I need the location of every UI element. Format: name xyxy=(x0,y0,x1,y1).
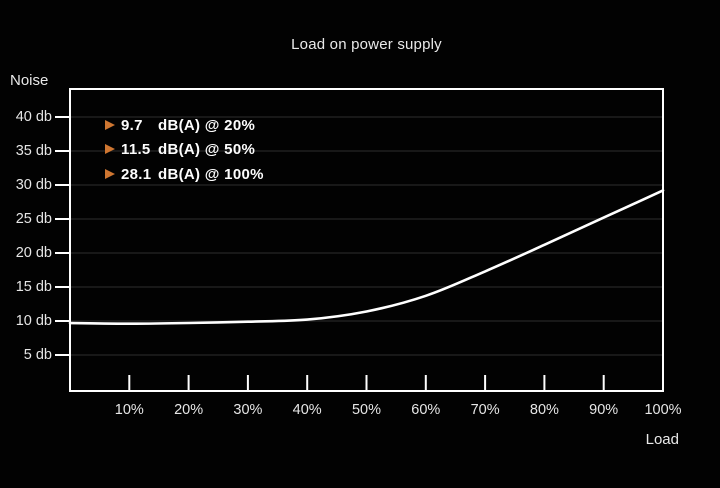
x-tick-label: 70% xyxy=(470,402,500,418)
y-tick-label: 15 db xyxy=(15,279,52,295)
chart-title: Load on power supply xyxy=(291,36,442,53)
x-tick-label: 30% xyxy=(233,402,263,418)
legend-text: dB(A) @ 100% xyxy=(158,165,264,183)
triangle-marker-icon xyxy=(105,169,115,179)
x-tick-label: 50% xyxy=(351,402,382,418)
x-tick-label: 100% xyxy=(644,402,682,418)
x-tick-label: 20% xyxy=(174,402,204,418)
x-tick-label: 40% xyxy=(292,402,322,418)
y-tick-label: 40 db xyxy=(15,109,52,125)
legend-text: dB(A) @ 20% xyxy=(158,116,256,134)
legend-text: dB(A) @ 50% xyxy=(158,140,256,158)
legend-item: 11.5 dB(A) @ 50% xyxy=(105,140,256,158)
x-tick-label: 10% xyxy=(114,402,144,418)
legend-value: 28.1 xyxy=(121,165,152,183)
noise-curve xyxy=(68,189,665,326)
x-axis-title: Load xyxy=(645,431,679,448)
legend-item: 28.1 dB(A) @ 100% xyxy=(105,165,264,183)
y-tick-label: 20 db xyxy=(15,245,52,261)
legend-item: 9.7 dB(A) @ 20% xyxy=(105,116,256,134)
y-tick-label: 30 db xyxy=(15,177,52,193)
y-axis-title: Noise xyxy=(10,72,49,89)
triangle-marker-icon xyxy=(105,120,115,130)
legend-value: 9.7 xyxy=(121,116,143,134)
y-tick-label: 5 db xyxy=(23,347,52,363)
x-tick-label: 90% xyxy=(589,402,619,418)
y-tick-label: 35 db xyxy=(15,143,52,159)
x-tick-label: 80% xyxy=(529,402,559,418)
triangle-marker-icon xyxy=(105,144,115,154)
x-tick-label: 60% xyxy=(411,402,441,418)
legend-value: 11.5 xyxy=(121,140,151,158)
y-tick-label: 25 db xyxy=(15,211,52,227)
plot-frame xyxy=(69,88,664,392)
y-tick-label: 10 db xyxy=(15,313,52,329)
